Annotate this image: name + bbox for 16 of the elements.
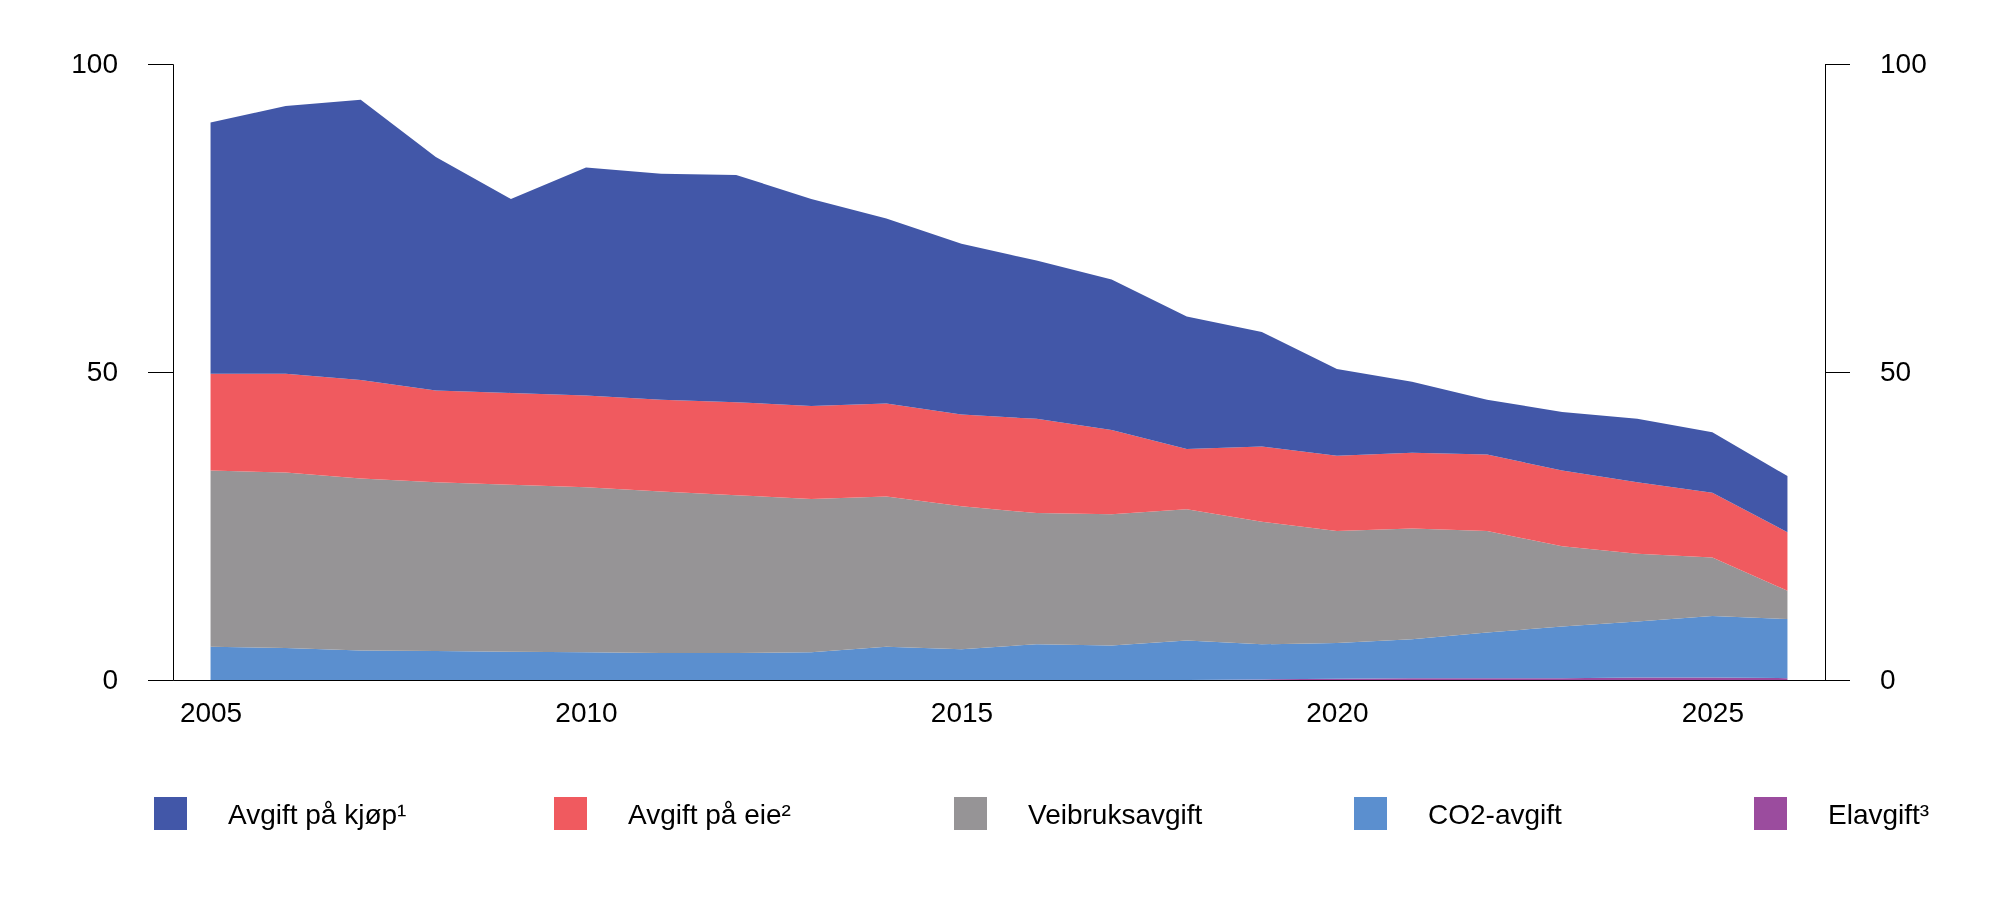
- x-tick-label: 2020: [1306, 696, 1369, 728]
- y-tick-label: 0: [102, 664, 118, 696]
- y-tick-label: 50: [86, 356, 118, 388]
- legend-label: Veibruksavgift: [1028, 799, 1203, 830]
- legend-label: Avgift på kjøp¹: [228, 799, 407, 830]
- x-tick-label: 2010: [555, 696, 618, 728]
- legend-label: Avgift på eie²: [628, 799, 791, 830]
- x-tick-label: 2015: [930, 696, 994, 728]
- x-tick-label: 2025: [1681, 696, 1745, 728]
- x-tick-label: 2005: [179, 696, 243, 728]
- y2-tick-label: 50: [1880, 356, 1912, 388]
- y2-tick-label: 100: [1880, 48, 1927, 80]
- legend-label: CO2-avgift: [1428, 799, 1563, 830]
- legend-label: Elavgift³: [1828, 799, 1930, 830]
- y2-tick-label: 0: [1880, 664, 1896, 696]
- y-tick-label: 100: [71, 48, 118, 80]
